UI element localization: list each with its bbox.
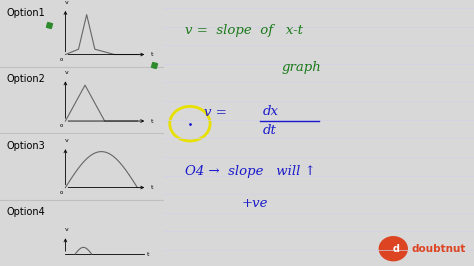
Circle shape — [379, 237, 407, 261]
Text: dx: dx — [263, 105, 279, 118]
Text: doubtnut: doubtnut — [412, 244, 466, 254]
Text: t: t — [150, 119, 153, 123]
Text: v: v — [65, 0, 69, 5]
Text: v =  slope  of   x-t: v = slope of x-t — [185, 24, 303, 37]
Text: d: d — [393, 244, 400, 254]
Text: o: o — [60, 190, 63, 195]
Text: graph: graph — [282, 61, 321, 74]
Text: v: v — [65, 70, 69, 76]
Text: Option3: Option3 — [7, 141, 46, 151]
Text: t: t — [147, 252, 150, 256]
Text: t: t — [150, 185, 153, 190]
Text: t: t — [150, 52, 153, 57]
Text: Option2: Option2 — [7, 74, 46, 85]
Text: O4 →  slope   will ↑: O4 → slope will ↑ — [185, 165, 316, 178]
Text: v: v — [65, 138, 69, 143]
Text: dt: dt — [263, 124, 277, 137]
Text: o: o — [60, 57, 63, 62]
Text: Option4: Option4 — [7, 207, 46, 218]
Text: o: o — [60, 123, 63, 128]
Text: v: v — [65, 227, 69, 232]
Text: +ve: +ve — [241, 197, 268, 210]
Text: v =: v = — [204, 106, 231, 119]
Text: Option1: Option1 — [7, 8, 46, 18]
